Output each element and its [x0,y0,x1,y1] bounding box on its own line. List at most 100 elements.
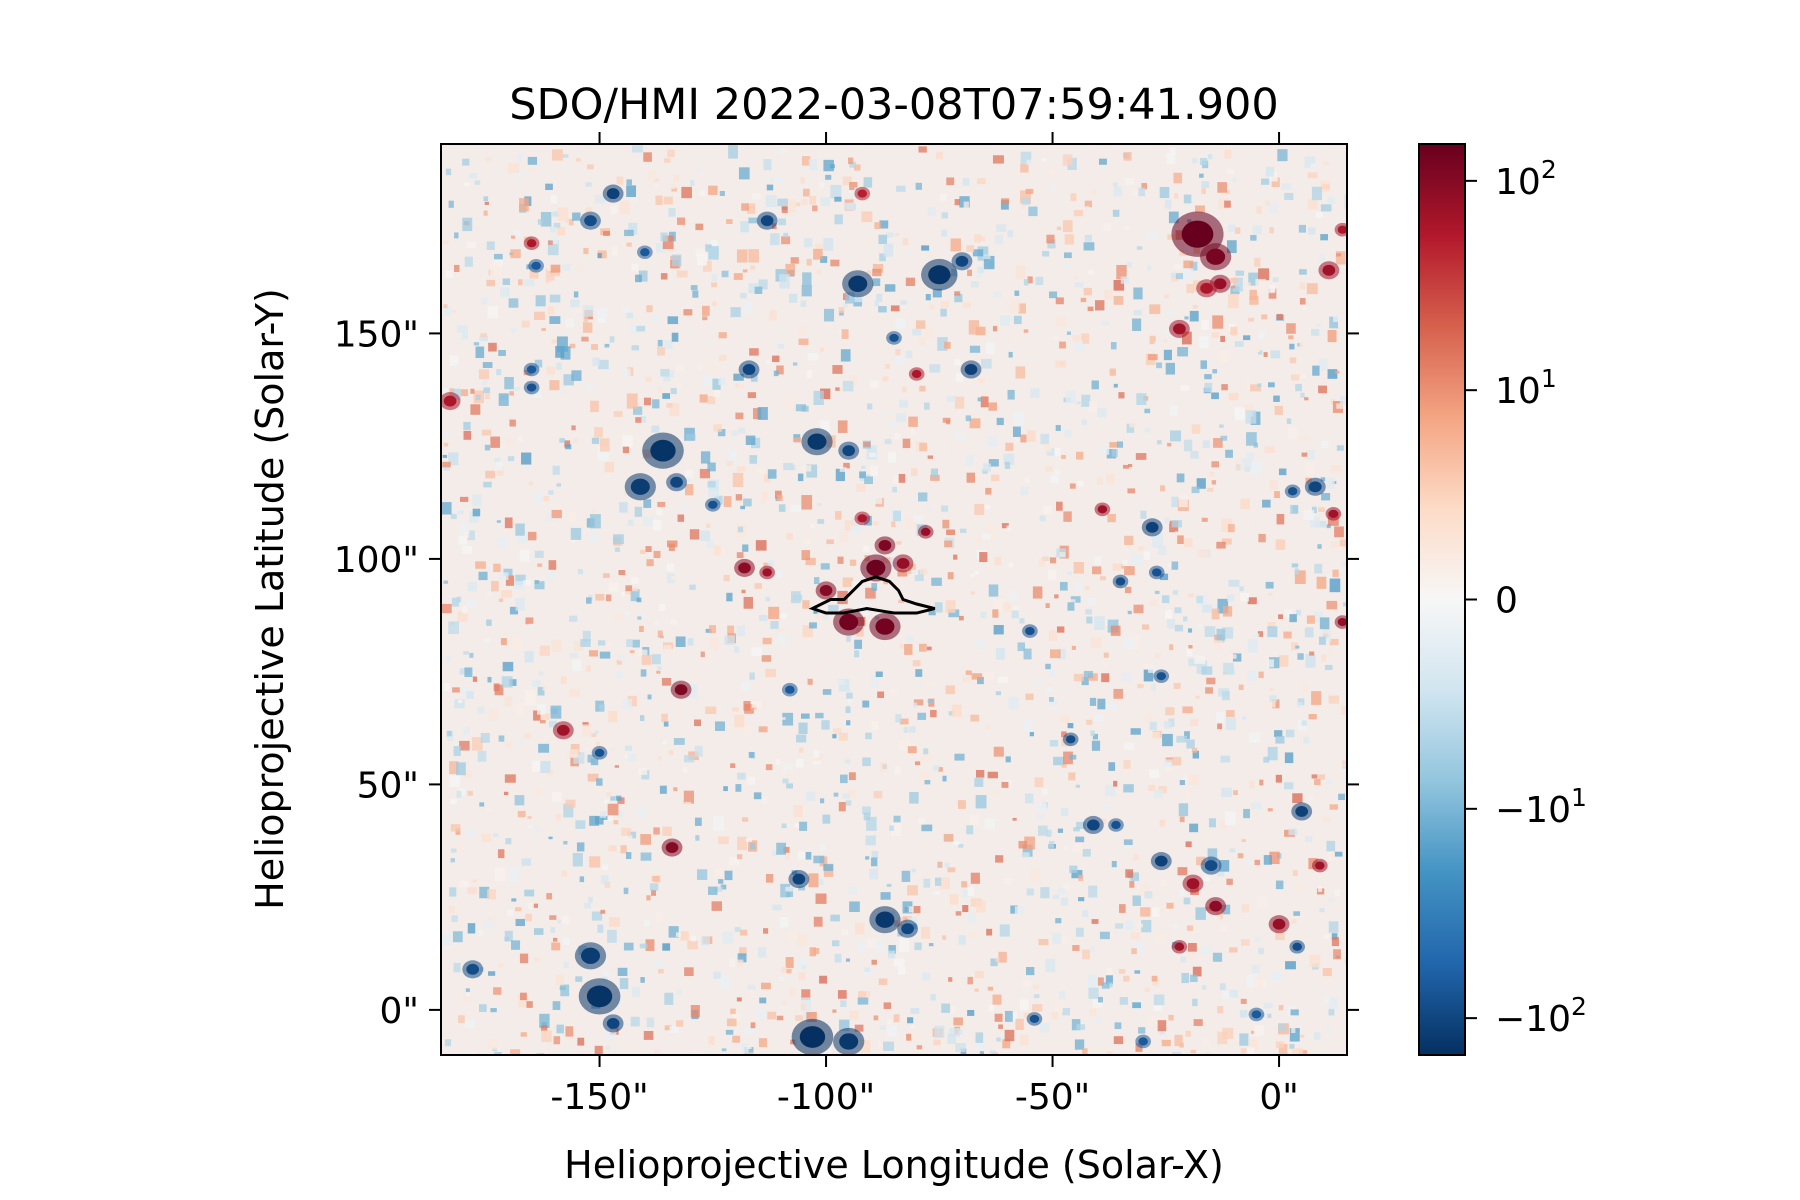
noise-speck [752,193,761,200]
noise-speck [1142,624,1150,630]
noise-speck [884,438,892,445]
noise-speck [1275,539,1286,550]
negative-flux-patch [526,365,537,374]
noise-speck [976,537,982,542]
noise-speck [600,875,609,884]
noise-speck [1092,998,1103,1008]
noise-speck [454,699,465,709]
noise-speck [772,850,777,856]
noise-speck [823,159,834,172]
noise-speck [1281,183,1292,190]
noise-speck [830,184,842,199]
noise-speck [445,270,454,278]
noise-speck [1128,634,1140,650]
noise-speck [1249,289,1257,300]
noise-speck [639,625,644,633]
noise-speck [967,1009,975,1016]
noise-speck [532,903,539,908]
noise-speck [640,977,645,983]
noise-speck [1183,260,1194,269]
noise-speck [1063,252,1072,259]
noise-speck [1254,976,1264,989]
noise-speck [599,438,610,452]
noise-speck [1275,880,1284,890]
noise-speck [675,636,686,647]
noise-speck [789,293,798,303]
noise-speck [1308,714,1317,720]
noise-speck [1244,282,1251,287]
noise-speck [1303,736,1310,744]
noise-speck [1271,972,1282,981]
noise-speck [1105,975,1113,985]
noise-speck [1299,342,1304,348]
noise-speck [1165,310,1174,316]
noise-speck [1202,604,1213,613]
noise-speck [798,886,806,891]
noise-speck [662,393,671,399]
noise-speck [718,355,727,361]
noise-speck [1149,304,1161,315]
noise-speck [744,1047,754,1055]
noise-speck [1329,638,1339,646]
noise-speck [758,1038,768,1048]
noise-speck [1087,974,1098,987]
noise-speck [784,769,793,777]
noise-speck [1211,608,1220,620]
noise-speck [479,335,488,341]
noise-speck [1222,1027,1234,1039]
noise-speck [487,305,498,319]
negative-flux-patch [792,873,806,885]
noise-speck [765,873,774,883]
noise-speck [484,920,495,929]
noise-speck [838,801,846,812]
noise-speck [589,856,601,868]
noise-speck [1101,320,1110,326]
noise-speck [1166,766,1175,773]
plot-area [440,143,1348,1056]
noise-speck [598,359,609,370]
noise-speck [1184,790,1190,798]
noise-speck [1015,366,1026,379]
noise-speck [1214,639,1224,651]
noise-speck [684,801,692,807]
noise-speck [622,699,632,710]
noise-speck [1100,576,1106,581]
noise-speck [1062,1008,1071,1016]
noise-speck [1176,735,1188,743]
noise-speck [1094,556,1102,565]
noise-speck [676,1020,684,1027]
noise-speck [1004,1029,1015,1042]
noise-speck [1267,592,1273,596]
noise-speck [1264,446,1276,454]
noise-speck [575,820,586,829]
noise-speck [798,722,808,735]
noise-speck [550,705,562,719]
noise-speck [657,630,663,638]
noise-speck [1055,297,1064,305]
noise-speck [903,726,909,733]
noise-speck [563,374,574,386]
noise-speck [1341,561,1347,567]
noise-speck [915,669,923,677]
noise-speck [1249,1039,1259,1051]
noise-speck [897,569,908,577]
noise-speck [1125,869,1134,878]
noise-speck [708,245,719,260]
noise-speck [913,699,924,706]
noise-speck [449,774,460,788]
noise-speck [527,816,532,819]
noise-speck [797,473,804,482]
noise-speck [1132,318,1142,332]
noise-speck [865,587,876,599]
noise-speck [1257,350,1263,355]
noise-speck [730,307,741,318]
noise-speck [902,438,911,449]
noise-speck [1094,616,1105,631]
noise-speck [514,795,525,806]
noise-speck [1073,827,1080,832]
noise-speck [1217,723,1223,730]
noise-speck [1171,561,1179,570]
y-axis: 0"50"100"150" [334,314,1359,1032]
noise-speck [443,683,450,692]
noise-speck [1231,285,1236,289]
